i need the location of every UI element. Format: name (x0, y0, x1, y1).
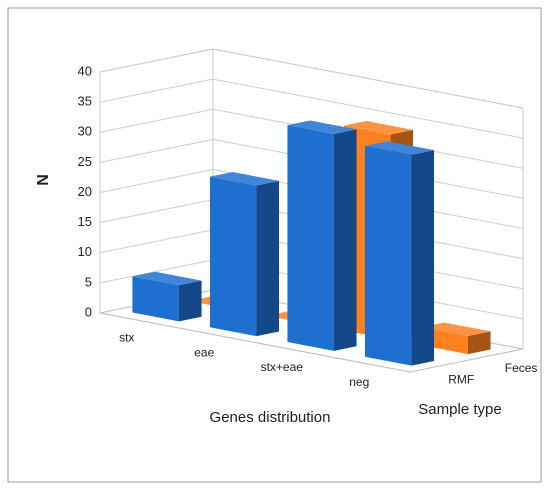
grid-line (99, 78, 524, 139)
y-axis-title: N (35, 174, 52, 186)
bar-top (343, 121, 414, 135)
bar-side (411, 150, 435, 366)
bar-front (287, 125, 334, 351)
grid-line (99, 48, 524, 109)
bar-side (256, 180, 280, 337)
depth-label: RMF (448, 372, 474, 386)
y-tick-label: 35 (78, 94, 92, 109)
bar-top (209, 172, 280, 186)
y-tick-label: 10 (78, 244, 92, 259)
bar (364, 141, 435, 366)
x-axis-title: Genes distribution (210, 409, 331, 426)
bar (287, 120, 357, 351)
bar (132, 271, 202, 322)
bar-side (467, 331, 491, 355)
y-tick-label: 40 (78, 63, 92, 78)
z-axis-title: Sample type (418, 401, 501, 418)
bar-top (287, 120, 357, 134)
bar-side (333, 129, 357, 351)
y-tick-label: 15 (78, 214, 92, 229)
bar-top (132, 271, 202, 286)
bar-front (132, 276, 179, 322)
x-tick-label: neg (349, 375, 369, 389)
x-tick-label: eae (194, 345, 214, 359)
y-tick-label: 0 (85, 304, 92, 319)
bar-front (364, 145, 412, 366)
y-tick-label: 30 (78, 124, 92, 139)
bar-side (178, 280, 202, 322)
bar (209, 172, 280, 337)
x-tick-label: stx (119, 331, 134, 345)
bar-front (209, 176, 257, 337)
y-tick-label: 5 (85, 274, 92, 289)
y-tick-label: 20 (78, 184, 92, 199)
y-tick-label: 25 (78, 154, 92, 169)
bar-top (421, 322, 491, 337)
depth-label: Feces (505, 361, 538, 375)
x-tick-label: stx+eae (261, 360, 304, 374)
bar-top (364, 141, 435, 155)
